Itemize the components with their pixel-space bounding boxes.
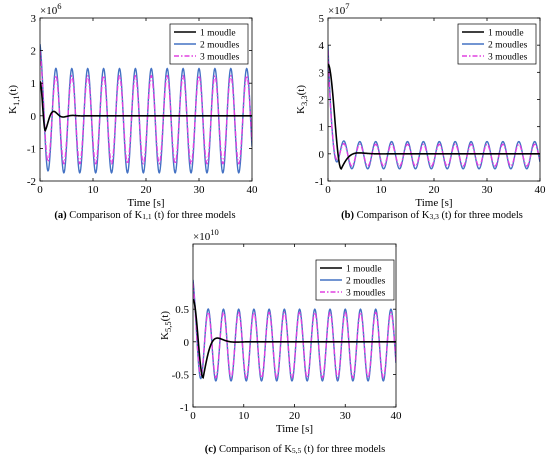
legend-label: 3 moudles	[488, 53, 528, 63]
x-tick-label: 10	[376, 184, 388, 196]
y-axis-label: K5,5(t)	[159, 311, 173, 340]
y-tick-label: 3	[31, 13, 37, 25]
y-tick-label: -1	[180, 402, 189, 414]
y-axis-label: K1,1(t)	[7, 85, 21, 114]
legend: 1 moudle 2 moudles 3 moudles	[169, 23, 249, 65]
x-axis-label: Time [s]	[127, 197, 164, 209]
x-tick-label: 10	[238, 410, 250, 422]
x-tick-label: 0	[325, 184, 331, 196]
x-tick-label: 0	[37, 184, 43, 196]
x-tick-label: 20	[429, 184, 441, 196]
y-tick-label: 2	[31, 46, 37, 58]
x-tick-label: 20	[289, 410, 301, 422]
legend-label: 3 moudles	[200, 53, 240, 63]
x-tick-label: 0	[190, 410, 196, 422]
legend-label: 1 moudle	[200, 29, 236, 39]
legend: 1 moudle 2 moudles 3 moudles	[457, 23, 537, 65]
chart-panel-1: 0 10 20 30 40 -2 -1 0 1 2 3×106 Time [s] K1,1(t) 1 mo…	[7, 1, 258, 221]
legend: 1 moudle 2 moudles 3 moudles	[315, 259, 395, 301]
series-line-1	[193, 298, 396, 379]
y-axis-label: K3,3(t)	[295, 85, 309, 114]
figure-caption: (c) Comparison of K5,5 (t) for three mod…	[205, 444, 386, 455]
y-tick-label: 0	[319, 149, 325, 161]
y-tick-label: 1	[319, 122, 325, 134]
series-line-3	[193, 283, 396, 379]
y-exponent: ×107	[328, 1, 349, 17]
legend-label: 1 moudle	[346, 265, 382, 275]
series-line-1	[40, 81, 252, 132]
x-tick-label: 30	[482, 184, 494, 196]
x-tick-label: 40	[247, 184, 259, 196]
y-tick-label: 2	[319, 95, 325, 107]
y-tick-label: -0.5	[172, 369, 190, 381]
x-tick-label: 30	[340, 410, 352, 422]
x-tick-label: 20	[141, 184, 153, 196]
series-line-3	[328, 50, 540, 167]
x-axis-label: Time [s]	[415, 197, 452, 209]
y-exponent: ×1010	[193, 227, 219, 243]
y-tick-label: 0	[184, 337, 190, 349]
legend-label: 1 moudle	[488, 29, 524, 39]
x-axis-label: Time [s]	[276, 423, 313, 435]
x-tick-label: 30	[194, 184, 206, 196]
y-tick-label: 5	[319, 13, 325, 25]
y-tick-label: 0.5	[175, 304, 189, 316]
series-line-3	[40, 50, 252, 165]
y-tick-label: -1	[27, 143, 36, 155]
figure-caption: (a) Comparison of K1,1 (t) for three mod…	[54, 210, 235, 221]
y-tick-label: -1	[315, 176, 324, 188]
legend-label: 2 moudles	[488, 41, 528, 51]
y-tick-label: 0	[31, 111, 37, 123]
x-tick-label: 10	[88, 184, 100, 196]
series-line-1	[328, 63, 540, 170]
y-tick-label: 1	[31, 78, 37, 90]
legend-label: 2 moudles	[346, 277, 386, 287]
y-tick-label: 3	[319, 67, 325, 79]
y-exponent: ×106	[40, 1, 61, 17]
chart-panel-3: 0 10 20 30 40 -1 -0.5 0 0.5 ×1010 Time [s] K5,5(t) 1…	[159, 227, 402, 455]
figure-caption: (b) Comparison of K3,3 (t) for three mod…	[341, 210, 523, 221]
x-tick-label: 40	[391, 410, 403, 422]
y-tick-label: 4	[319, 40, 325, 52]
legend-label: 2 moudles	[200, 41, 240, 51]
y-tick-label: -2	[27, 176, 36, 188]
legend-label: 3 moudles	[346, 289, 386, 299]
x-tick-label: 40	[535, 184, 547, 196]
